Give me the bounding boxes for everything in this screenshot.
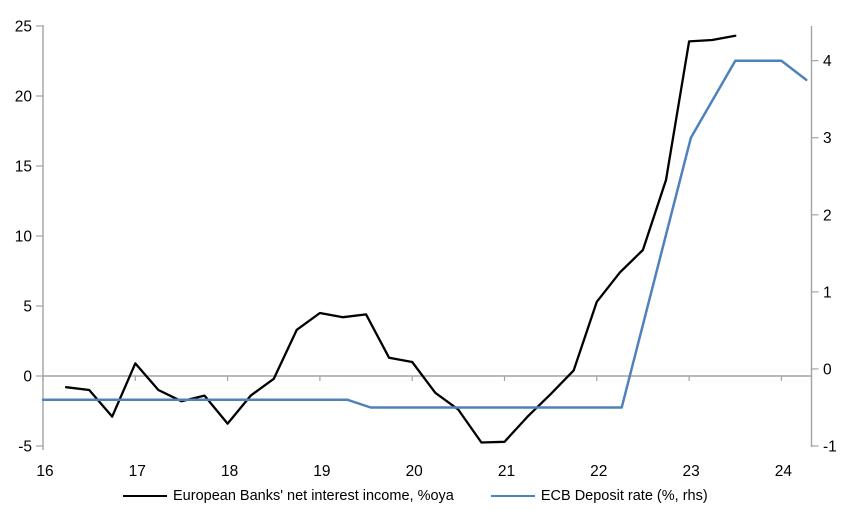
legend-label-ecb-deposit-rate: ECB Deposit rate (%, rhs) — [540, 488, 708, 504]
right-axis-tick-label: 4 — [823, 53, 832, 70]
x-axis-tick-label: 17 — [129, 463, 146, 480]
x-axis-tick-label: 18 — [221, 463, 238, 480]
left-axis-tick-label: 5 — [23, 299, 32, 316]
left-axis-tick-label: 0 — [23, 369, 32, 386]
left-axis-tick-label: -5 — [18, 439, 32, 456]
left-axis-tick-label: 25 — [15, 19, 32, 36]
left-axis-tick-label: 10 — [15, 229, 33, 246]
x-axis-tick-label: 19 — [313, 463, 330, 480]
line-series-ecb-deposit-rate — [41, 59, 808, 409]
x-axis-tick-label: 24 — [775, 463, 793, 480]
right-axis-tick-label: 0 — [823, 361, 832, 378]
legend-item-net-interest-income: European Banks' net interest income, %oy… — [123, 488, 454, 504]
blue-line-swatch — [490, 495, 535, 497]
black-line-swatch — [123, 495, 167, 497]
left-axis-tick-label: 20 — [15, 89, 33, 106]
line-series-net-interest-income — [64, 34, 737, 444]
right-axis-tick-label: -1 — [823, 439, 837, 456]
x-axis-tick-label: 16 — [36, 463, 53, 480]
legend-label-net-interest-income: European Banks' net interest income, %oy… — [173, 488, 454, 504]
right-axis-tick-label: 2 — [823, 207, 832, 224]
x-axis-tick-label: 23 — [682, 463, 699, 480]
x-axis-tick-label: 21 — [498, 463, 515, 480]
right-axis-tick-label: 3 — [823, 130, 832, 147]
legend-item-ecb-deposit-rate: ECB Deposit rate (%, rhs) — [490, 488, 708, 504]
left-axis-tick-label: 15 — [15, 159, 32, 176]
right-axis-tick-label: 1 — [823, 284, 832, 301]
x-axis-tick-label: 20 — [406, 463, 424, 480]
legend: European Banks' net interest income, %oy… — [123, 488, 708, 504]
x-axis-tick-label: 22 — [590, 463, 607, 480]
